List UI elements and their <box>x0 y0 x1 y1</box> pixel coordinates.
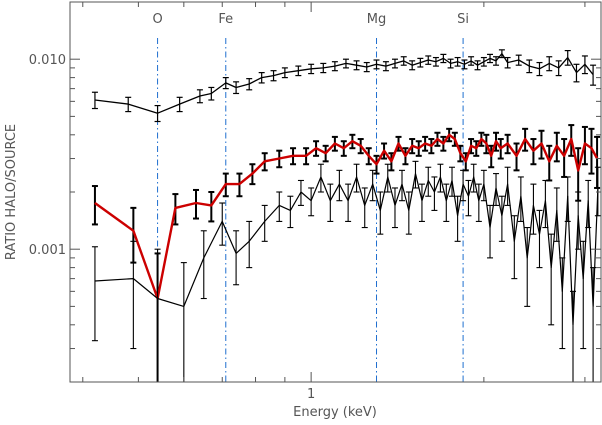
edge-label-0: O <box>152 12 162 27</box>
series-1-line <box>94 133 599 300</box>
series-0-point-46 <box>590 64 597 86</box>
series-2-point-18 <box>361 187 368 229</box>
y-tick-label-1: 0.010 <box>29 53 66 68</box>
series-2-point-14 <box>327 183 334 222</box>
series-2-point-2 <box>154 248 161 382</box>
edge-label-3: Si <box>457 12 469 27</box>
series-2-point-12 <box>308 187 315 217</box>
series-layer <box>91 49 601 382</box>
series-2-point-56 <box>590 267 597 382</box>
series-1-point-53 <box>588 127 595 175</box>
series-2-point-22 <box>391 187 398 229</box>
series-2-point-20 <box>377 191 384 235</box>
x-axis-label: Energy (keV) <box>293 405 377 420</box>
series-2-point-28 <box>431 176 438 211</box>
series-2-point-26 <box>418 183 425 222</box>
series-2-point-0 <box>91 246 98 342</box>
edge-label-2: Mg <box>367 12 386 27</box>
series-2-point-36 <box>475 183 482 222</box>
series-1-point-5 <box>208 191 215 223</box>
series-2-point-16 <box>345 183 352 222</box>
series-0 <box>91 49 597 123</box>
series-2-point-40 <box>498 195 505 242</box>
series-2-point-15 <box>336 169 343 202</box>
series-2-point-1 <box>130 240 137 350</box>
y-tick-label-0: 0.001 <box>29 243 66 258</box>
series-2-point-3 <box>180 262 187 382</box>
series-2-point-30 <box>443 183 450 222</box>
series-2-point-48 <box>548 233 555 326</box>
series-1-point-0 <box>91 185 98 226</box>
series-2-point-24 <box>405 191 412 235</box>
series-2-point-9 <box>276 191 283 222</box>
series-2-point-46 <box>536 209 543 269</box>
series-1 <box>91 124 601 382</box>
y-axis-label: RATIO HALO/SOURCE <box>4 124 19 260</box>
series-2-point-10 <box>287 195 294 229</box>
series-2-point-5 <box>219 202 226 246</box>
series-2-point-44 <box>524 226 531 307</box>
series-2-line <box>94 173 599 326</box>
series-2-point-32 <box>454 195 461 242</box>
series-1-point-47 <box>546 144 553 182</box>
series-2-point-34 <box>465 179 472 217</box>
series-2-point-38 <box>487 204 494 259</box>
series-2-point-6 <box>233 230 240 286</box>
series-2 <box>91 160 601 382</box>
series-1-point-49 <box>561 138 568 178</box>
x-tick-label-0: 1 <box>307 387 315 402</box>
series-2-point-50 <box>559 257 566 350</box>
series-0-line <box>94 52 594 114</box>
series-2-point-42 <box>511 215 518 280</box>
series-2-point-8 <box>261 204 268 242</box>
series-2-point-4 <box>200 230 207 300</box>
edge-label-1: Fe <box>218 12 233 27</box>
labels: Energy (keV) RATIO HALO/SOURCE <box>4 124 377 420</box>
series-1-point-4 <box>192 188 199 220</box>
series-2-point-52 <box>570 290 577 382</box>
series-1-point-54 <box>594 135 601 189</box>
ticks: 0.001 0.010 1 <box>29 1 601 402</box>
series-2-point-7 <box>246 220 253 269</box>
